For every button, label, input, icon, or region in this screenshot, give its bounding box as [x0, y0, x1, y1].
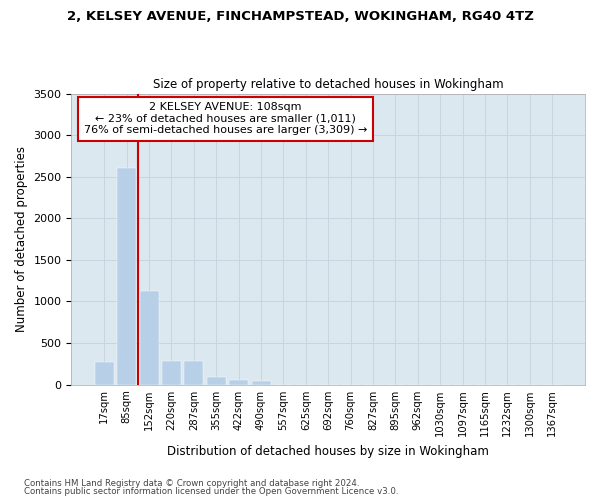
Title: Size of property relative to detached houses in Wokingham: Size of property relative to detached ho…	[153, 78, 503, 91]
Text: Contains public sector information licensed under the Open Government Licence v3: Contains public sector information licen…	[24, 487, 398, 496]
X-axis label: Distribution of detached houses by size in Wokingham: Distribution of detached houses by size …	[167, 444, 489, 458]
Bar	[162, 362, 181, 384]
Bar	[117, 168, 136, 384]
Y-axis label: Number of detached properties: Number of detached properties	[15, 146, 28, 332]
Text: Contains HM Land Registry data © Crown copyright and database right 2024.: Contains HM Land Registry data © Crown c…	[24, 478, 359, 488]
Bar	[140, 292, 158, 384]
Text: 2, KELSEY AVENUE, FINCHAMPSTEAD, WOKINGHAM, RG40 4TZ: 2, KELSEY AVENUE, FINCHAMPSTEAD, WOKINGH…	[67, 10, 533, 23]
Bar	[229, 380, 248, 384]
Text: 2 KELSEY AVENUE: 108sqm
← 23% of detached houses are smaller (1,011)
76% of semi: 2 KELSEY AVENUE: 108sqm ← 23% of detache…	[84, 102, 367, 136]
Bar	[251, 381, 271, 384]
Bar	[184, 362, 203, 384]
Bar	[95, 362, 114, 384]
Bar	[207, 376, 226, 384]
